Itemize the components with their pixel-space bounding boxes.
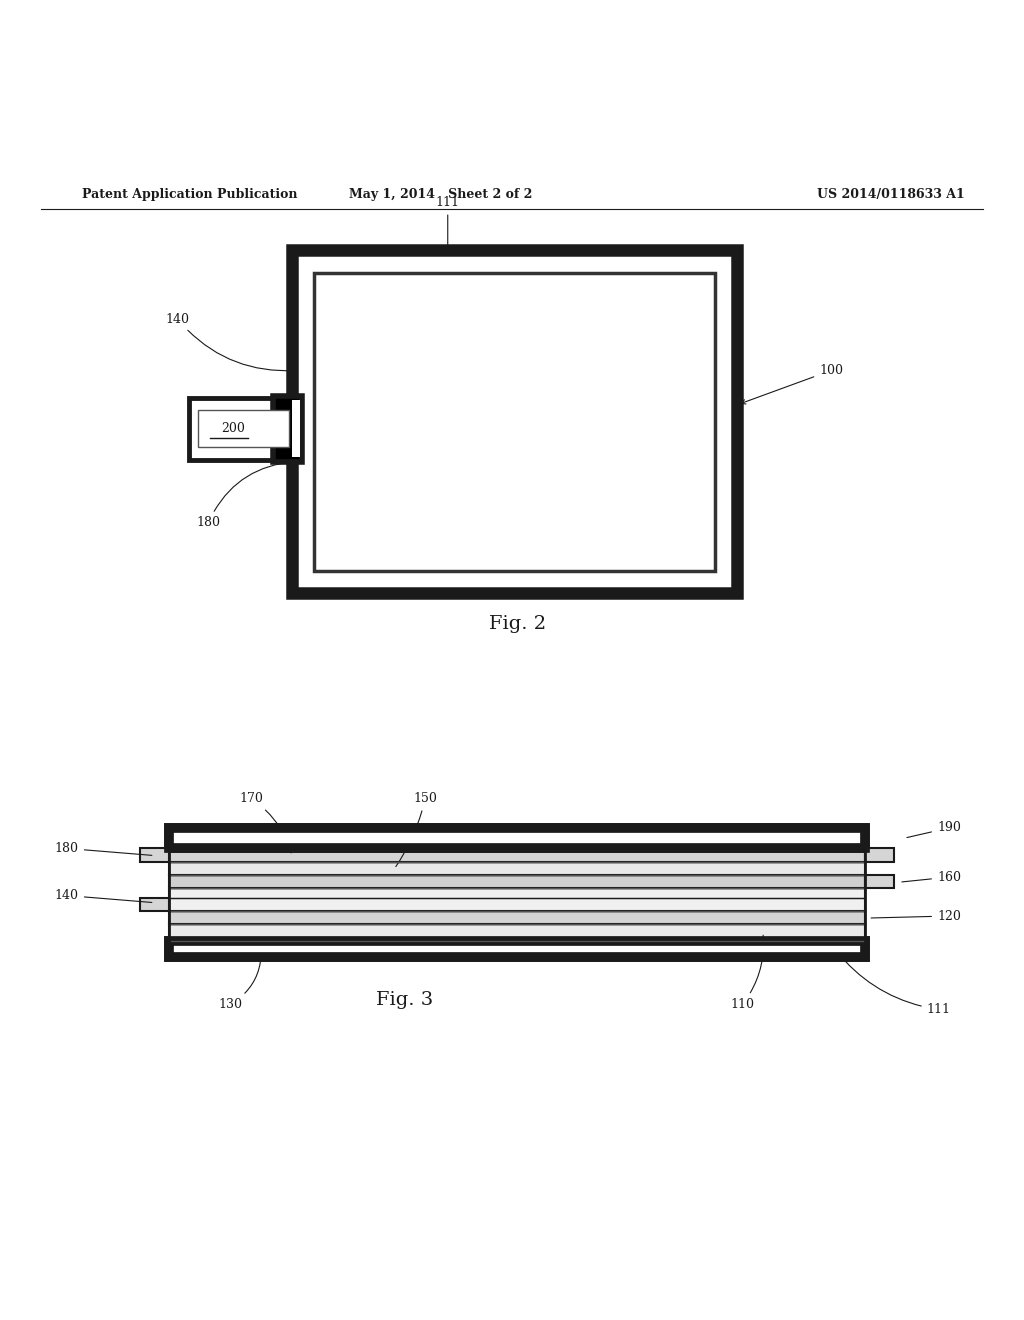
Text: US 2014/0118633 A1: US 2014/0118633 A1: [817, 187, 965, 201]
Text: 140: 140: [166, 313, 294, 371]
Bar: [169, 828, 865, 957]
Text: 111: 111: [436, 197, 460, 248]
Bar: [169, 875, 865, 888]
Bar: [198, 411, 289, 447]
Bar: [169, 888, 865, 911]
Text: 160: 160: [902, 871, 961, 883]
Bar: [169, 941, 865, 957]
Text: 150: 150: [396, 792, 437, 867]
Text: 110: 110: [730, 935, 764, 1011]
Bar: [169, 924, 865, 941]
Bar: [189, 399, 297, 459]
Text: 180: 180: [55, 842, 152, 855]
Text: 170: 170: [239, 792, 291, 853]
Bar: [865, 849, 894, 862]
Bar: [169, 828, 865, 849]
Bar: [292, 251, 737, 594]
Text: 100: 100: [741, 364, 843, 404]
Text: 140: 140: [55, 890, 152, 903]
Bar: [314, 273, 715, 572]
Text: 130: 130: [218, 949, 261, 1011]
Bar: [169, 828, 865, 849]
Bar: [292, 400, 300, 458]
Bar: [169, 849, 865, 862]
Bar: [140, 849, 169, 862]
Text: May 1, 2014   Sheet 2 of 2: May 1, 2014 Sheet 2 of 2: [348, 187, 532, 201]
Text: 120: 120: [871, 909, 961, 923]
Text: Fig. 2: Fig. 2: [488, 615, 546, 634]
Text: 111: 111: [837, 950, 950, 1016]
Bar: [169, 862, 865, 875]
Text: 180: 180: [197, 462, 294, 529]
Bar: [865, 875, 894, 888]
Bar: [169, 941, 865, 957]
Bar: [140, 898, 169, 911]
Text: 190: 190: [907, 821, 961, 838]
Bar: [169, 911, 865, 924]
Text: 200: 200: [221, 422, 245, 436]
Text: Fig. 3: Fig. 3: [376, 991, 433, 1008]
Text: Patent Application Publication: Patent Application Publication: [82, 187, 297, 201]
Bar: [273, 396, 302, 462]
